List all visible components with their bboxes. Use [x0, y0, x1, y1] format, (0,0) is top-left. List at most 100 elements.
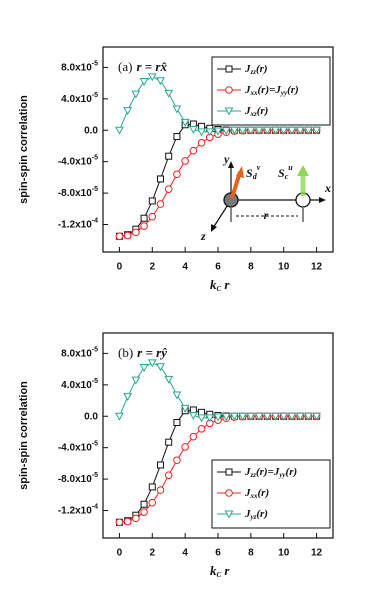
title-formula: r = rŷ — [137, 345, 167, 360]
marker — [140, 214, 148, 222]
y-tick-text: -4.0x10 — [58, 156, 92, 167]
label-sub: yz — [250, 513, 257, 521]
y-tick-text: -8.0x10 — [58, 474, 92, 485]
y-tick-text: 8.0x10 — [61, 348, 92, 359]
arrowhead — [319, 197, 326, 203]
marker — [271, 412, 280, 421]
marker — [271, 126, 280, 135]
y-tick-text: 0.0 — [84, 125, 98, 136]
label-sub: yy — [280, 89, 288, 97]
marker — [148, 483, 156, 491]
marker — [180, 404, 190, 413]
label-sub: xx — [250, 492, 259, 500]
marker — [147, 73, 157, 82]
marker — [205, 414, 215, 423]
spin-label-sub: c — [285, 172, 289, 181]
y-tick-text: 0.0 — [84, 411, 98, 422]
marker — [156, 486, 165, 494]
y-tick-label: 4.0x10-5 — [61, 92, 98, 105]
arrowhead — [236, 166, 244, 178]
y-tick-exp: -5 — [92, 186, 98, 193]
title-formula: r = rx̂ — [136, 59, 167, 74]
legend-label: Jzz(r)=Jyy(r) — [244, 466, 297, 479]
marker — [156, 363, 165, 372]
marker — [238, 412, 248, 421]
marker — [115, 232, 124, 241]
marker — [173, 133, 181, 141]
legend-label: Jxz(r) — [244, 105, 268, 118]
label-part: r — [221, 277, 230, 292]
x-tick-label: 2 — [150, 548, 156, 559]
legend-label: Jyz(r) — [244, 508, 268, 521]
marker — [188, 411, 198, 420]
marker — [189, 146, 198, 155]
chart-title: (a) r = rx̂ — [118, 59, 167, 74]
marker — [303, 126, 313, 135]
marker — [123, 393, 133, 402]
marker — [139, 364, 149, 372]
marker — [287, 126, 297, 135]
marker — [303, 412, 313, 421]
marker — [172, 391, 182, 400]
marker — [140, 508, 148, 516]
marker — [164, 89, 174, 98]
axis-label: y — [222, 152, 230, 166]
label-sub: zz — [250, 68, 257, 76]
label-part: J — [244, 84, 251, 96]
y-axis-label: spin-spin correlation — [18, 381, 30, 490]
y-tick-text: -1.2x10 — [58, 505, 92, 516]
y-tick-label: 0.0 — [84, 411, 98, 422]
x-tick-label: 10 — [278, 262, 290, 273]
x-tick-label: 8 — [248, 262, 254, 273]
y-tick-exp: -5 — [92, 441, 98, 448]
marker — [156, 200, 165, 208]
marker — [197, 425, 206, 433]
label-part: J — [244, 508, 251, 520]
marker — [246, 412, 256, 421]
label-part: (r) — [257, 105, 269, 117]
marker — [254, 126, 264, 135]
x-tick-label: 10 — [278, 548, 290, 559]
marker — [287, 412, 297, 421]
marker — [165, 438, 173, 446]
y-tick-text: -4.0x10 — [58, 442, 92, 453]
y-tick-label: -4.0x10-5 — [58, 441, 98, 454]
marker — [123, 107, 133, 116]
title-panel: (a) — [118, 59, 132, 74]
marker — [205, 128, 215, 137]
x-tick-label: 6 — [215, 548, 221, 559]
label-part: (r) — [287, 84, 299, 96]
label-sub: xx — [250, 89, 259, 97]
spin-label-main: S — [278, 166, 285, 180]
marker — [115, 518, 124, 527]
arrowhead — [297, 165, 309, 176]
y-tick-exp: -4 — [92, 217, 98, 224]
y-axis-label: spin-spin correlation — [18, 95, 30, 204]
y-tick-exp: -5 — [92, 472, 98, 479]
marker — [279, 412, 289, 421]
marker — [148, 197, 156, 205]
axis-label: z — [200, 229, 206, 243]
marker — [295, 412, 305, 421]
x-axis-label: kC r — [210, 277, 230, 293]
marker — [164, 471, 173, 479]
marker — [114, 412, 124, 421]
series-line — [118, 362, 317, 419]
marker — [140, 222, 148, 230]
marker — [139, 78, 149, 86]
label-sub: xz — [250, 110, 258, 118]
marker — [131, 376, 141, 385]
label-part: (r)=J — [258, 84, 282, 96]
marker — [213, 413, 223, 422]
marker — [164, 375, 174, 384]
marker — [221, 127, 231, 136]
spin-label-sup: v — [257, 163, 261, 172]
marker — [131, 90, 141, 99]
marker — [188, 125, 198, 134]
marker — [157, 461, 164, 469]
label-sub: yy — [278, 471, 286, 479]
y-tick-exp: -5 — [92, 155, 98, 162]
marker — [173, 170, 181, 179]
label-part: (r) — [256, 63, 268, 75]
